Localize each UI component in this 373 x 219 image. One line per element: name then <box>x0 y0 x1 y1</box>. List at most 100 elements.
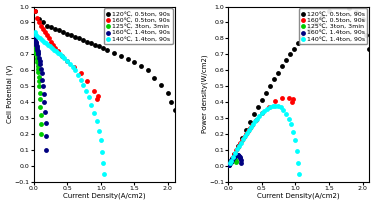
160℃, 1.4ton, 90s <box>227 161 233 164</box>
140℃, 1.4ton, 90s <box>62 56 68 59</box>
160℃, 1.4ton, 90s <box>226 163 232 167</box>
120℃, 0.5ton, 90s <box>235 144 241 148</box>
120℃, 0.5ton, 90s <box>313 21 319 25</box>
160℃, 1.4ton, 90s <box>236 154 242 157</box>
120℃, 0.5ton, 90s <box>267 84 273 88</box>
125℃, 3ton, 3min <box>232 158 238 161</box>
160℃, 1.4ton, 90s <box>233 153 239 157</box>
160℃, 1.4ton, 90s <box>41 92 47 96</box>
160℃, 1.4ton, 90s <box>237 156 243 160</box>
120℃, 0.5ton, 90s <box>287 53 293 56</box>
125℃, 3ton, 3min <box>228 160 233 164</box>
160℃, 0.5ton, 90s <box>259 111 265 115</box>
160℃, 1.4ton, 90s <box>34 46 40 50</box>
140℃, 1.4ton, 90s <box>292 139 298 142</box>
160℃, 1.4ton, 90s <box>40 85 46 88</box>
140℃, 1.4ton, 90s <box>280 108 286 111</box>
140℃, 1.4ton, 90s <box>230 155 236 159</box>
160℃, 0.5ton, 90s <box>42 30 48 34</box>
160℃, 1.4ton, 90s <box>34 48 40 51</box>
120℃, 0.5ton, 90s <box>175 118 181 121</box>
140℃, 1.4ton, 90s <box>83 89 89 93</box>
160℃, 1.4ton, 90s <box>231 155 237 158</box>
125℃, 3ton, 3min <box>232 159 238 162</box>
140℃, 1.4ton, 90s <box>51 48 57 51</box>
160℃, 0.5ton, 90s <box>64 59 70 62</box>
120℃, 0.5ton, 90s <box>138 64 144 67</box>
120℃, 0.5ton, 90s <box>295 42 301 45</box>
160℃, 1.4ton, 90s <box>32 35 38 39</box>
160℃, 0.5ton, 90s <box>290 97 296 100</box>
125℃, 3ton, 3min <box>34 56 40 59</box>
160℃, 0.5ton, 90s <box>38 24 44 27</box>
160℃, 1.4ton, 90s <box>34 45 40 48</box>
160℃, 1.4ton, 90s <box>32 37 38 40</box>
140℃, 1.4ton, 90s <box>98 139 104 142</box>
140℃, 1.4ton, 90s <box>88 104 94 107</box>
125℃, 3ton, 3min <box>226 162 232 166</box>
160℃, 1.4ton, 90s <box>38 67 44 71</box>
140℃, 1.4ton, 90s <box>72 69 78 72</box>
120℃, 0.5ton, 90s <box>279 65 285 68</box>
120℃, 0.5ton, 90s <box>251 113 257 116</box>
120℃, 0.5ton, 90s <box>36 18 42 21</box>
125℃, 3ton, 3min <box>37 97 43 101</box>
160℃, 0.5ton, 90s <box>59 54 65 58</box>
160℃, 1.4ton, 90s <box>42 110 48 113</box>
X-axis label: Current Density(A/cm2): Current Density(A/cm2) <box>63 192 145 199</box>
140℃, 1.4ton, 90s <box>47 45 53 48</box>
160℃, 0.5ton, 90s <box>44 34 50 37</box>
140℃, 1.4ton, 90s <box>64 59 70 62</box>
140℃, 1.4ton, 90s <box>291 130 297 134</box>
120℃, 0.5ton, 90s <box>243 128 249 132</box>
120℃, 0.5ton, 90s <box>319 15 325 18</box>
140℃, 1.4ton, 90s <box>244 131 250 135</box>
125℃, 3ton, 3min <box>34 61 40 64</box>
120℃, 0.5ton, 90s <box>68 34 74 37</box>
140℃, 1.4ton, 90s <box>272 104 278 107</box>
160℃, 0.5ton, 90s <box>95 94 101 97</box>
160℃, 0.5ton, 90s <box>32 10 38 13</box>
160℃, 1.4ton, 90s <box>232 154 238 157</box>
140℃, 1.4ton, 90s <box>75 73 81 77</box>
125℃, 3ton, 3min <box>31 37 37 40</box>
140℃, 1.4ton, 90s <box>278 106 283 109</box>
160℃, 1.4ton, 90s <box>31 34 37 37</box>
160℃, 1.4ton, 90s <box>43 121 48 125</box>
160℃, 0.5ton, 90s <box>250 123 256 126</box>
140℃, 1.4ton, 90s <box>236 144 242 148</box>
140℃, 1.4ton, 90s <box>101 172 107 176</box>
160℃, 1.4ton, 90s <box>37 59 43 62</box>
160℃, 1.4ton, 90s <box>226 163 232 166</box>
125℃, 3ton, 3min <box>231 157 236 161</box>
125℃, 3ton, 3min <box>227 161 233 165</box>
160℃, 1.4ton, 90s <box>35 53 41 56</box>
125℃, 3ton, 3min <box>38 123 44 126</box>
120℃, 0.5ton, 90s <box>111 51 117 55</box>
125℃, 3ton, 3min <box>231 157 237 161</box>
140℃, 1.4ton, 90s <box>41 40 47 43</box>
160℃, 1.4ton, 90s <box>31 32 37 35</box>
120℃, 0.5ton, 90s <box>40 21 46 24</box>
160℃, 0.5ton, 90s <box>229 157 235 160</box>
125℃, 3ton, 3min <box>32 45 38 48</box>
Legend: 120℃, 0.5ton, 90s, 160℃, 0.5ton, 90s, 125℃, 3ton, 3min, 160℃, 1.4ton, 90s, 140℃,: 120℃, 0.5ton, 90s, 160℃, 0.5ton, 90s, 12… <box>299 9 367 44</box>
125℃, 3ton, 3min <box>229 158 235 162</box>
120℃, 0.5ton, 90s <box>165 91 171 94</box>
160℃, 0.5ton, 90s <box>52 46 58 50</box>
160℃, 0.5ton, 90s <box>84 80 90 83</box>
125℃, 3ton, 3min <box>228 159 234 163</box>
140℃, 1.4ton, 90s <box>37 37 43 40</box>
120℃, 0.5ton, 90s <box>239 136 245 140</box>
120℃, 0.5ton, 90s <box>360 18 366 21</box>
160℃, 1.4ton, 90s <box>39 72 45 75</box>
160℃, 0.5ton, 90s <box>91 89 97 93</box>
125℃, 3ton, 3min <box>233 159 239 163</box>
140℃, 1.4ton, 90s <box>288 122 294 126</box>
125℃, 3ton, 3min <box>229 158 235 162</box>
120℃, 0.5ton, 90s <box>255 105 261 109</box>
120℃, 0.5ton, 90s <box>60 30 66 34</box>
140℃, 1.4ton, 90s <box>228 159 234 162</box>
Y-axis label: Power density(W/cm2): Power density(W/cm2) <box>201 55 208 134</box>
160℃, 0.5ton, 90s <box>236 141 242 145</box>
